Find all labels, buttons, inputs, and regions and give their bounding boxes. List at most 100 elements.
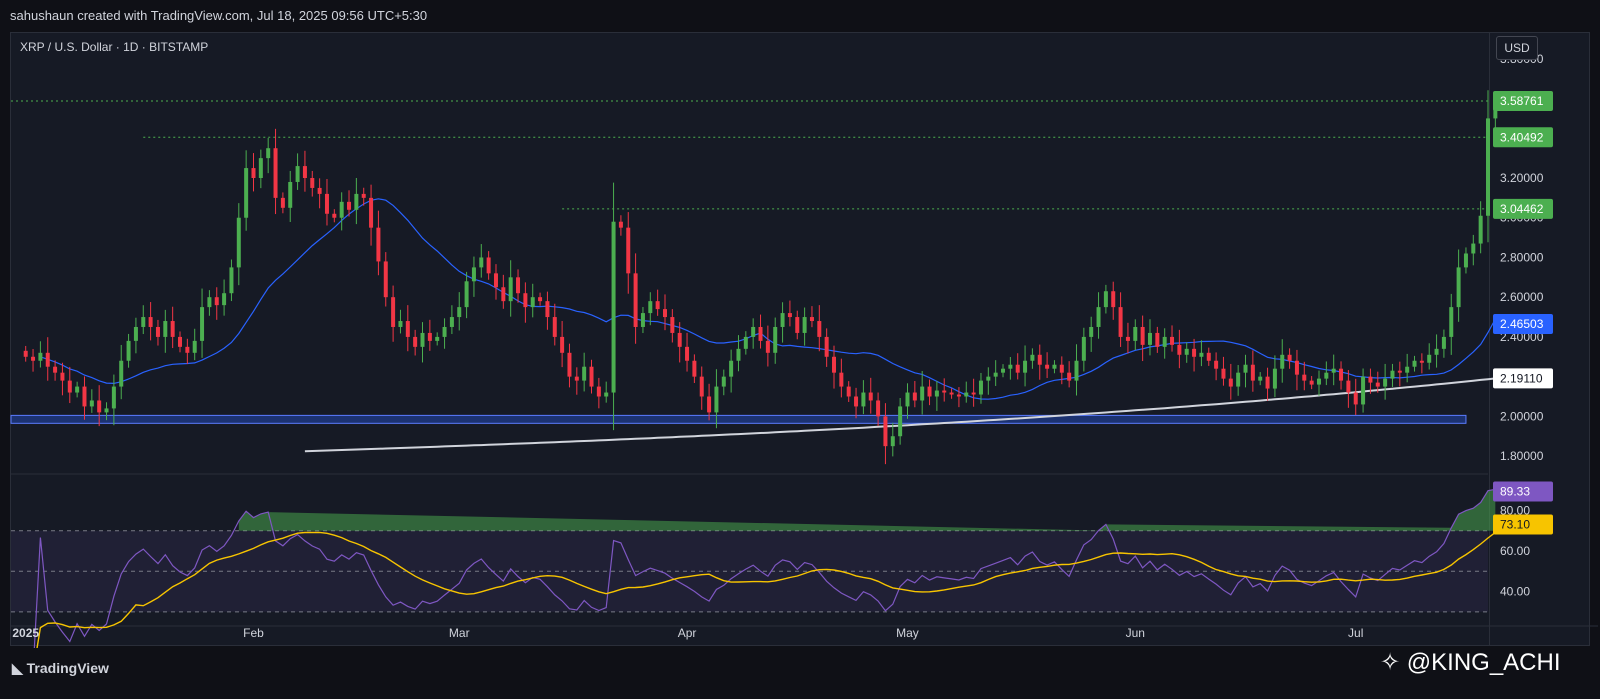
symbol-legend[interactable]: XRP / U.S. Dollar · 1D · BITSTAMP xyxy=(20,40,209,54)
candle xyxy=(934,390,939,397)
candle xyxy=(1339,368,1344,381)
candle xyxy=(640,313,645,327)
candle xyxy=(1471,243,1476,254)
candle xyxy=(1405,366,1410,373)
candle xyxy=(802,317,807,333)
candle xyxy=(192,340,197,353)
attribution-bar: sahushaun created with TradingView.com, … xyxy=(0,0,1600,30)
candle xyxy=(163,321,168,337)
candle xyxy=(1125,336,1130,341)
rsi-line xyxy=(25,488,1496,674)
candle xyxy=(1390,370,1395,379)
candle xyxy=(1170,336,1175,345)
candle xyxy=(809,317,814,322)
candle xyxy=(457,307,462,318)
rsi-tag: 89.33 xyxy=(1493,481,1553,502)
candle xyxy=(376,227,381,262)
candle xyxy=(1059,364,1064,373)
rsi-tick-label: 60.00 xyxy=(1500,544,1530,558)
candle xyxy=(317,187,322,194)
ma-fast-tag: 2.46503 xyxy=(1493,313,1553,334)
chart-panel[interactable] xyxy=(10,32,1490,646)
candle xyxy=(258,158,263,179)
candle xyxy=(707,396,712,413)
candle xyxy=(758,326,763,341)
candle xyxy=(1001,368,1006,373)
candle xyxy=(435,336,440,341)
candle xyxy=(280,197,285,208)
candle xyxy=(442,326,447,337)
candle xyxy=(1302,374,1307,381)
candle xyxy=(45,352,50,367)
candle xyxy=(1236,372,1241,387)
candle xyxy=(1397,370,1402,373)
candle xyxy=(883,416,888,447)
candle xyxy=(354,193,359,210)
candle xyxy=(1008,364,1013,369)
candle xyxy=(332,213,337,218)
svg-text:89.33: 89.33 xyxy=(1500,485,1530,499)
candle xyxy=(964,392,969,397)
candle xyxy=(1052,364,1057,369)
candle xyxy=(868,392,873,401)
candle xyxy=(501,287,506,302)
candle xyxy=(692,360,697,377)
candle xyxy=(427,332,432,341)
candle xyxy=(38,352,43,361)
tradingview-brand: TradingView xyxy=(26,660,109,676)
candle xyxy=(1155,332,1160,347)
watermark-text: @KING_ACHI xyxy=(1406,649,1561,676)
svg-text:3.58761: 3.58761 xyxy=(1500,94,1544,108)
candle xyxy=(662,309,667,318)
candle xyxy=(560,336,565,353)
candle xyxy=(1111,291,1116,308)
candle xyxy=(1375,382,1380,387)
candle xyxy=(302,166,307,179)
candle xyxy=(288,181,293,208)
candle xyxy=(369,197,374,228)
candle xyxy=(1316,378,1321,385)
candle xyxy=(1309,380,1314,385)
time-tick-label: 2025 xyxy=(12,626,39,640)
candle xyxy=(1074,360,1079,381)
candle xyxy=(787,313,792,318)
candle xyxy=(141,317,146,327)
currency-button[interactable]: USD xyxy=(1496,36,1538,60)
candle xyxy=(493,273,498,288)
candle xyxy=(214,297,219,306)
candle xyxy=(986,376,991,381)
candle xyxy=(229,267,234,294)
price-level-tag: 3.04462 xyxy=(1493,198,1553,219)
ma-fast-line xyxy=(40,198,1496,400)
candle xyxy=(1081,336,1086,361)
svg-text:2.19110: 2.19110 xyxy=(1500,371,1543,385)
candle xyxy=(1419,360,1424,363)
candle xyxy=(471,267,476,282)
candle xyxy=(1206,352,1211,361)
attribution-text: sahushaun created with TradingView.com, … xyxy=(10,8,428,23)
tradingview-logo[interactable]: ◣ TradingView xyxy=(12,660,109,677)
candle xyxy=(31,356,36,361)
candle xyxy=(405,321,410,337)
candle xyxy=(295,166,300,182)
candle xyxy=(824,336,829,357)
candle xyxy=(508,277,513,302)
candle xyxy=(1199,352,1204,357)
price-level-tag: 3.58761 xyxy=(1493,91,1553,112)
candle xyxy=(920,386,925,401)
candle xyxy=(1265,376,1270,389)
candle xyxy=(942,390,947,393)
candle xyxy=(1133,326,1138,341)
candle xyxy=(1478,215,1483,244)
candle xyxy=(545,301,550,318)
time-tick-label: Feb xyxy=(243,626,264,640)
candle xyxy=(1456,267,1461,308)
candle xyxy=(413,336,418,347)
svg-text:3.40492: 3.40492 xyxy=(1500,130,1544,144)
time-tick-label: May xyxy=(896,626,919,640)
candle xyxy=(530,297,535,308)
candle xyxy=(111,386,116,409)
candle xyxy=(1368,376,1373,383)
candle xyxy=(846,386,851,397)
